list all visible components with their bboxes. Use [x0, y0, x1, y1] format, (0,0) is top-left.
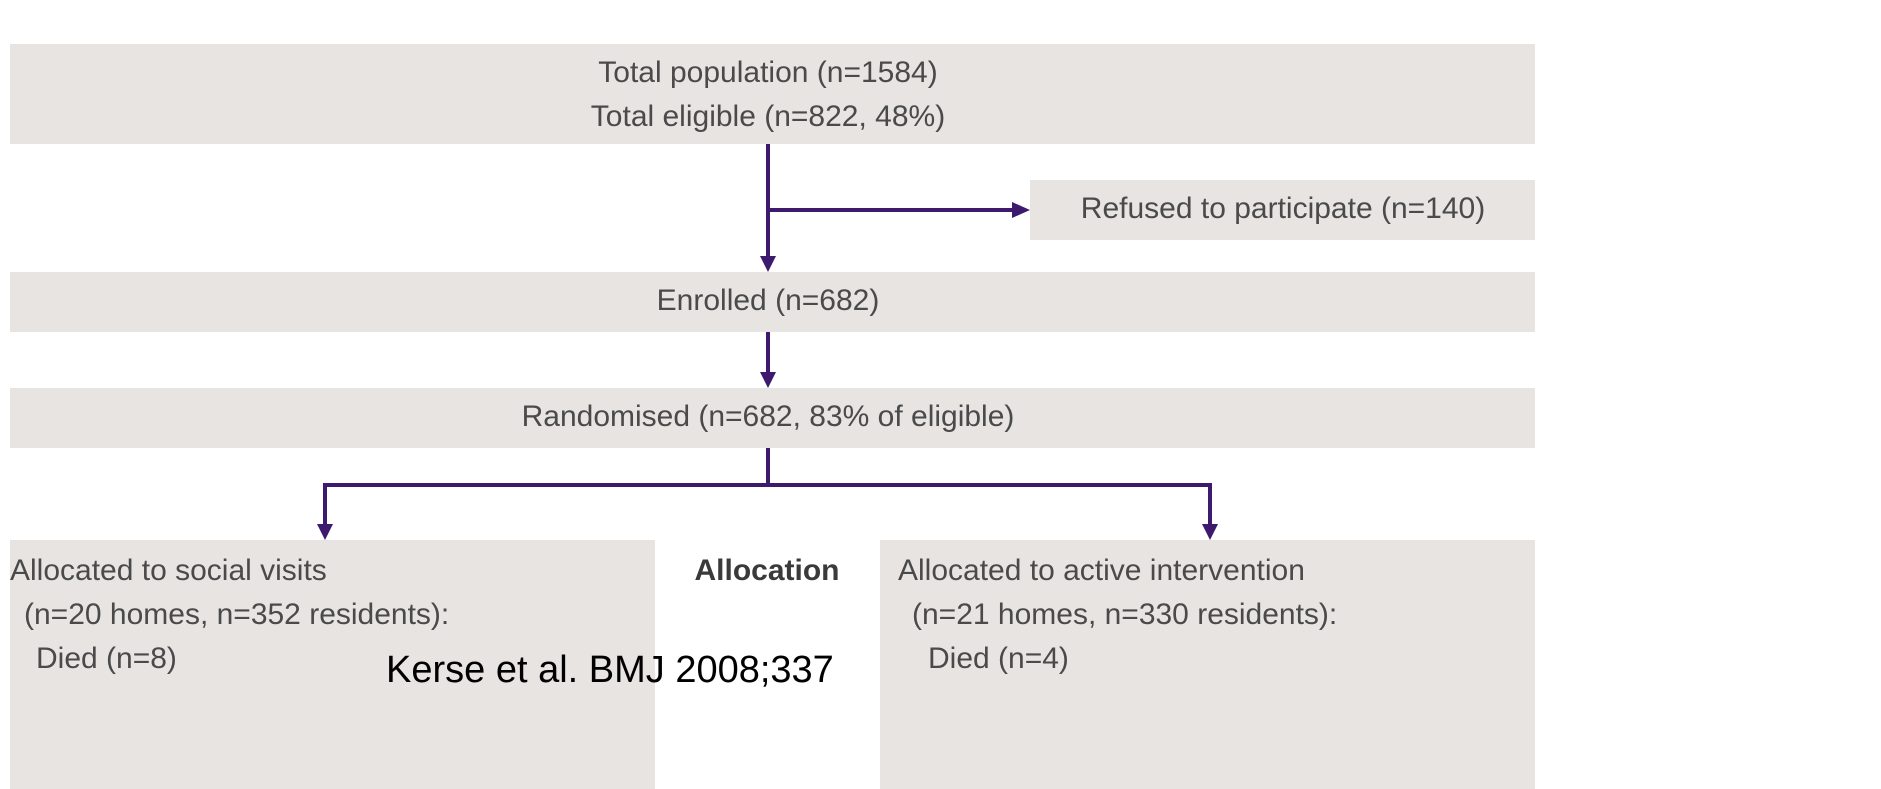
node-text: Total eligible (n=822, 48%): [591, 100, 945, 133]
node-text: Allocated to social visits: [10, 554, 327, 587]
arrowhead: [760, 372, 776, 388]
node-text: Died (n=4): [928, 642, 1069, 675]
node-box: [880, 540, 1535, 789]
arrowhead: [317, 524, 333, 540]
node-box: [10, 44, 1535, 144]
node-text: Total population (n=1584): [598, 56, 937, 89]
node-text: Died (n=8): [36, 642, 177, 675]
section-label: Allocation: [694, 554, 839, 587]
arrowhead: [760, 256, 776, 272]
node-text: (n=20 homes, n=352 residents):: [24, 598, 449, 631]
node-box: [1030, 180, 1535, 240]
citation: Kerse et al. BMJ 2008;337: [386, 649, 834, 691]
node-text: Enrolled (n=682): [657, 284, 880, 317]
node-text: Allocated to active intervention: [898, 554, 1305, 587]
node-box: [10, 388, 1535, 448]
node-text: (n=21 homes, n=330 residents):: [912, 598, 1337, 631]
arrowhead: [1012, 202, 1030, 218]
node-box: [10, 272, 1535, 332]
connector: [323, 448, 1212, 526]
node-text: Refused to participate (n=140): [1081, 192, 1485, 225]
node-box: [10, 540, 655, 789]
arrowhead: [1202, 524, 1218, 540]
node-text: Randomised (n=682, 83% of eligible): [522, 400, 1015, 433]
